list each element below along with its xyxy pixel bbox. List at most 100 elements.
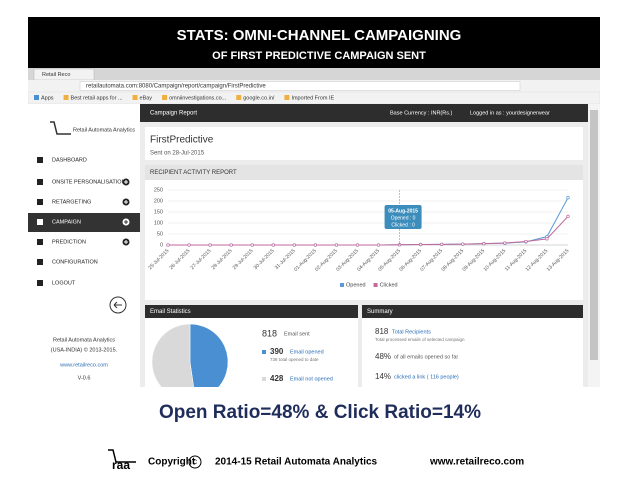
menu-expand-plus	[124, 180, 128, 184]
currency: Base Currency : INR(Rs.)	[390, 110, 453, 116]
address-bar[interactable]	[79, 81, 521, 91]
data-point[interactable]	[250, 243, 254, 247]
bookmark[interactable]: eBay	[140, 95, 153, 101]
data-point[interactable]	[187, 243, 191, 247]
summary-header	[362, 305, 583, 318]
tooltip	[384, 205, 422, 229]
sidebar-footer: (USA-INDIA) © 2013-2015.	[51, 346, 118, 353]
legend-label[interactable]: Opened	[346, 282, 366, 288]
menu-icon	[37, 157, 43, 163]
menu-item[interactable]: CONFIGURATION	[52, 259, 98, 265]
y-tick-label: 150	[154, 209, 163, 215]
tab-label: Retail Reco	[42, 72, 70, 78]
legend-swatch	[373, 283, 378, 287]
data-point[interactable]	[503, 241, 507, 245]
summary-label: Total Recipients	[392, 329, 431, 335]
pie-slice[interactable]	[151, 323, 196, 400]
url-text: retailautomata.com:8080/Campaign/report/…	[86, 84, 266, 90]
summary-panel	[362, 305, 583, 387]
bookmark-icon	[284, 95, 290, 100]
tab-strip	[28, 68, 600, 80]
chart-panel	[145, 165, 583, 300]
summary-label: clicked a link ( 116 people)	[394, 374, 459, 380]
data-point[interactable]	[461, 242, 465, 246]
panel-title: Email Statistics	[150, 309, 191, 315]
series-line	[168, 216, 569, 246]
pie-slice[interactable]	[189, 323, 229, 400]
data-point[interactable]	[229, 243, 233, 247]
title-band	[28, 17, 600, 69]
summary-note: Total processed emails of selected campa…	[375, 337, 465, 342]
data-point[interactable]	[418, 242, 423, 247]
bookmark-icon	[34, 95, 39, 100]
data-point[interactable]	[292, 243, 296, 247]
menu-expand-plus	[124, 200, 128, 204]
campaign-panel	[145, 127, 583, 160]
data-point[interactable]	[566, 196, 570, 200]
sidebar-footer: Retail Automata Analytics	[53, 337, 115, 343]
campaign-name: FirstPredictive	[150, 135, 214, 146]
bookmark-icon	[236, 95, 242, 100]
sidebar-footer: www.retailreco.com	[59, 362, 108, 368]
summary-value: 48%	[375, 352, 391, 361]
data-point[interactable]	[545, 237, 549, 241]
bookmark[interactable]: google.co.in/	[243, 95, 275, 101]
menu-item[interactable]: DASHBOARD	[52, 157, 87, 163]
stat-value: 818	[262, 328, 277, 338]
stat-swatch	[262, 377, 266, 381]
stat-value: 428	[270, 374, 284, 383]
logo-cart	[50, 121, 71, 135]
caption: Open Ratio=48% & Click Ratio=14%	[159, 402, 481, 423]
data-point[interactable]	[166, 243, 170, 247]
menu-icon	[37, 259, 43, 265]
data-point[interactable]	[566, 214, 570, 219]
menu-icon	[37, 199, 43, 205]
panel-title: Summary	[367, 309, 393, 315]
data-point[interactable]	[271, 243, 275, 247]
stat-label: Email sent	[284, 331, 310, 337]
data-point[interactable]	[355, 243, 360, 247]
menu-item[interactable]: RETARGETING	[52, 199, 91, 205]
footer-site: www.retailreco.com	[429, 457, 524, 468]
data-point[interactable]	[482, 242, 486, 246]
bookmark[interactable]: omniinvestigations.co...	[169, 95, 227, 101]
page-title: Campaign Report	[150, 111, 197, 117]
legend-swatch	[340, 283, 344, 287]
footer-logo: raa	[112, 458, 130, 472]
bookmark[interactable]: Best retail apps for ...	[71, 95, 123, 101]
menu-item[interactable]: CAMPAIGN	[52, 219, 81, 225]
y-tick-label: 200	[154, 198, 163, 204]
bookmark[interactable]: Apps	[41, 95, 54, 101]
menu-active	[28, 213, 140, 232]
menu-expand-plus	[124, 220, 128, 224]
slide-title: STATS: OMNI-CHANNEL CAMPAIGNING	[177, 27, 462, 44]
scroll-thumb[interactable]	[590, 110, 598, 360]
y-tick-label: 0	[160, 242, 163, 248]
data-point[interactable]	[440, 242, 444, 246]
sidebar-footer: V-0.6	[78, 375, 91, 381]
data-point[interactable]	[334, 243, 339, 247]
data-point[interactable]	[208, 243, 212, 247]
user: Logged in as : yourdesignerwear	[470, 110, 550, 116]
data-point[interactable]	[524, 239, 528, 244]
top-bar	[140, 104, 588, 122]
data-point[interactable]	[376, 243, 381, 247]
tooltip-opened: Opened : 0	[391, 215, 416, 221]
footer-cart	[108, 449, 136, 463]
menu-item[interactable]: PREDICTION	[52, 239, 86, 245]
data-point[interactable]	[313, 243, 318, 247]
logo-text: Retail Automata Analytics	[73, 127, 135, 133]
stat-swatch	[262, 350, 266, 354]
legend-label[interactable]: Clicked	[380, 282, 398, 288]
y-tick-label: 100	[154, 220, 163, 226]
y-tick-label: 50	[157, 231, 163, 237]
stats-header	[145, 305, 358, 318]
chart-panel-header	[145, 165, 583, 180]
bookmark[interactable]: Imported From IE	[291, 95, 334, 101]
menu-item[interactable]: LOGOUT	[52, 280, 76, 286]
menu-item[interactable]: ONSITE PERSONALISATION	[52, 179, 126, 185]
menu-expand-plus	[124, 240, 128, 244]
sent-on: Sent on 28-Jul-2015	[150, 151, 205, 157]
